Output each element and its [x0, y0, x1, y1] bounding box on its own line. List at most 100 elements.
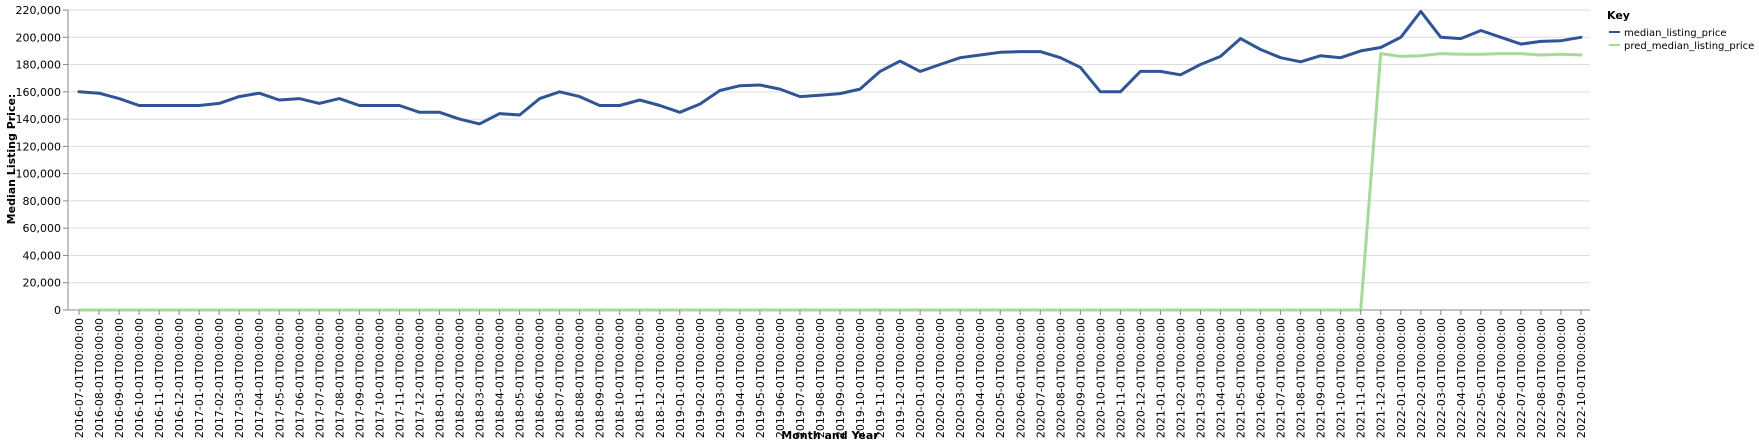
x-tick-label: 2020-01-01T00:00:00	[914, 318, 927, 438]
x-tick-label: 2021-12-01T00:00:00	[1375, 318, 1388, 438]
x-tick-label: 2016-12-01T00:00:00	[173, 318, 186, 438]
x-tick-label: 2022-08-01T00:00:00	[1535, 318, 1548, 438]
x-tick-label: 2019-01-01T00:00:00	[674, 318, 687, 438]
x-tick-label: 2021-10-01T00:00:00	[1335, 318, 1348, 438]
x-tick-label: 2016-08-01T00:00:00	[93, 318, 106, 438]
x-tick-label: 2018-09-01T00:00:00	[594, 318, 607, 438]
x-tick-label: 2022-09-01T00:00:00	[1555, 318, 1568, 438]
x-tick-label: 2020-11-01T00:00:00	[1114, 318, 1127, 438]
x-tick-label: 2020-08-01T00:00:00	[1054, 318, 1067, 438]
x-tick-label: 2022-05-01T00:00:00	[1475, 318, 1488, 438]
x-tick-label: 2019-04-01T00:00:00	[734, 318, 747, 438]
x-tick-label: 2018-10-01T00:00:00	[614, 318, 627, 438]
x-tick-label: 2018-04-01T00:00:00	[494, 318, 507, 438]
y-tick-label: 220,000	[16, 4, 62, 17]
x-tick-label: 2018-06-01T00:00:00	[534, 318, 547, 438]
x-tick-label: 2020-07-01T00:00:00	[1034, 318, 1047, 438]
y-tick-label: 60,000	[23, 222, 62, 235]
y-tick-label: 200,000	[16, 31, 62, 44]
x-tick-label: 2018-01-01T00:00:00	[433, 318, 446, 438]
x-tick-label: 2019-07-01T00:00:00	[794, 318, 807, 438]
legend: Key median_listing_price pred_median_list…	[1607, 9, 1754, 52]
x-tick-label: 2021-03-01T00:00:00	[1194, 318, 1207, 438]
x-tick-label: 2020-05-01T00:00:00	[994, 318, 1007, 438]
x-tick-label: 2018-05-01T00:00:00	[514, 318, 527, 438]
y-tick-label: 120,000	[16, 140, 62, 153]
y-tick-label: 160,000	[16, 86, 62, 99]
x-tick-label: 2020-12-01T00:00:00	[1134, 318, 1147, 438]
x-tick-label: 2020-02-01T00:00:00	[934, 318, 947, 438]
x-tick-label: 2019-08-01T00:00:00	[814, 318, 827, 438]
x-tick-label: 2018-07-01T00:00:00	[554, 318, 567, 438]
x-tick-label: 2021-08-01T00:00:00	[1295, 318, 1308, 438]
series-line-median_listing_price	[77, 9, 1583, 126]
x-tick-label: 2017-11-01T00:00:00	[393, 318, 406, 438]
x-tick-label: 2021-05-01T00:00:00	[1235, 318, 1248, 438]
series-line-pred_median_listing_price	[77, 52, 1583, 312]
x-tick-label: 2017-12-01T00:00:00	[413, 318, 426, 438]
x-tick-label: 2017-01-01T00:00:00	[193, 318, 206, 438]
gridlines	[68, 9, 1590, 311]
x-tick-label: 2019-05-01T00:00:00	[754, 318, 767, 438]
y-tick-label: 180,000	[16, 59, 62, 72]
x-tick-label: 2022-06-01T00:00:00	[1495, 318, 1508, 438]
y-tick-label: 80,000	[23, 195, 62, 208]
x-tick-label: 2017-10-01T00:00:00	[373, 318, 386, 438]
x-tick-label: 2020-06-01T00:00:00	[1014, 318, 1027, 438]
x-tick-label: 2017-02-01T00:00:00	[213, 318, 226, 438]
x-tick-label: 2017-03-01T00:00:00	[233, 318, 246, 438]
x-tick-label: 2017-04-01T00:00:00	[253, 318, 266, 438]
legend-title: Key	[1607, 9, 1630, 22]
y-axis-title: Median Listing Price:	[5, 94, 18, 225]
x-tick-label: 2021-07-01T00:00:00	[1275, 318, 1288, 438]
x-tick-label: 2016-11-01T00:00:00	[153, 318, 166, 438]
x-tick-label: 2019-03-01T00:00:00	[714, 318, 727, 438]
x-tick-label: 2022-04-01T00:00:00	[1455, 318, 1468, 438]
x-tick-label: 2020-09-01T00:00:00	[1074, 318, 1087, 438]
x-tick-label: 2017-06-01T00:00:00	[293, 318, 306, 438]
x-tick-label: 2019-11-01T00:00:00	[874, 318, 887, 438]
x-tick-label: 2021-11-01T00:00:00	[1355, 318, 1368, 438]
x-tick-label: 2016-09-01T00:00:00	[113, 318, 126, 438]
x-tick-label: 2018-03-01T00:00:00	[474, 318, 487, 438]
y-tick-label: 20,000	[23, 277, 62, 290]
y-tick-label: 40,000	[23, 249, 62, 262]
x-tick-label: 2016-07-01T00:00:00	[73, 318, 86, 438]
x-tick-label: 2019-06-01T00:00:00	[774, 318, 787, 438]
x-tick-label: 2020-04-01T00:00:00	[974, 318, 987, 438]
x-tick-label: 2018-02-01T00:00:00	[454, 318, 467, 438]
axes	[67, 10, 1590, 311]
x-tick-label: 2019-10-01T00:00:00	[854, 318, 867, 438]
x-axis-title: Month and Year	[781, 429, 879, 442]
x-tick-label: 2020-10-01T00:00:00	[1094, 318, 1107, 438]
x-tick-label: 2017-08-01T00:00:00	[333, 318, 346, 438]
x-tick-label: 2022-02-01T00:00:00	[1415, 318, 1428, 438]
x-tick-label: 2022-10-01T00:00:00	[1575, 318, 1588, 438]
x-tick-label: 2021-02-01T00:00:00	[1174, 318, 1187, 438]
x-tick-label: 2021-04-01T00:00:00	[1215, 318, 1228, 438]
x-tick-label: 2020-03-01T00:00:00	[954, 318, 967, 438]
x-tick-label: 2022-03-01T00:00:00	[1435, 318, 1448, 438]
x-tick-label: 2016-10-01T00:00:00	[133, 318, 146, 438]
x-axis-tick-labels: 2016-07-01T00:00:00 2016-08-01T00:00:00 20…	[73, 310, 1588, 438]
x-tick-label: 2018-11-01T00:00:00	[634, 318, 647, 438]
x-tick-label: 2017-09-01T00:00:00	[353, 318, 366, 438]
x-tick-label: 2022-01-01T00:00:00	[1395, 318, 1408, 438]
y-tick-label: 0	[54, 304, 61, 317]
x-tick-label: 2017-05-01T00:00:00	[273, 318, 286, 438]
y-tick-label: 140,000	[16, 113, 62, 126]
x-tick-label: 2018-12-01T00:00:00	[654, 318, 667, 438]
x-tick-label: 2021-09-01T00:00:00	[1315, 318, 1328, 438]
x-tick-label: 2021-01-01T00:00:00	[1154, 318, 1167, 438]
x-tick-label: 2018-08-01T00:00:00	[574, 318, 587, 438]
x-tick-label: 2021-06-01T00:00:00	[1255, 318, 1268, 438]
x-tick-label: 2019-09-01T00:00:00	[834, 318, 847, 438]
legend-label: median_listing_price	[1624, 28, 1727, 39]
y-axis-tick-labels: 0 20,000 40,000 60,000 80,000 100,000 120,000 1…	[16, 4, 68, 317]
x-tick-label: 2019-02-01T00:00:00	[694, 318, 707, 438]
series-lines	[77, 9, 1583, 312]
legend-label: pred_median_listing_price	[1624, 41, 1754, 52]
x-tick-label: 2022-07-01T00:00:00	[1515, 318, 1528, 438]
x-tick-label: 2019-12-01T00:00:00	[894, 318, 907, 438]
